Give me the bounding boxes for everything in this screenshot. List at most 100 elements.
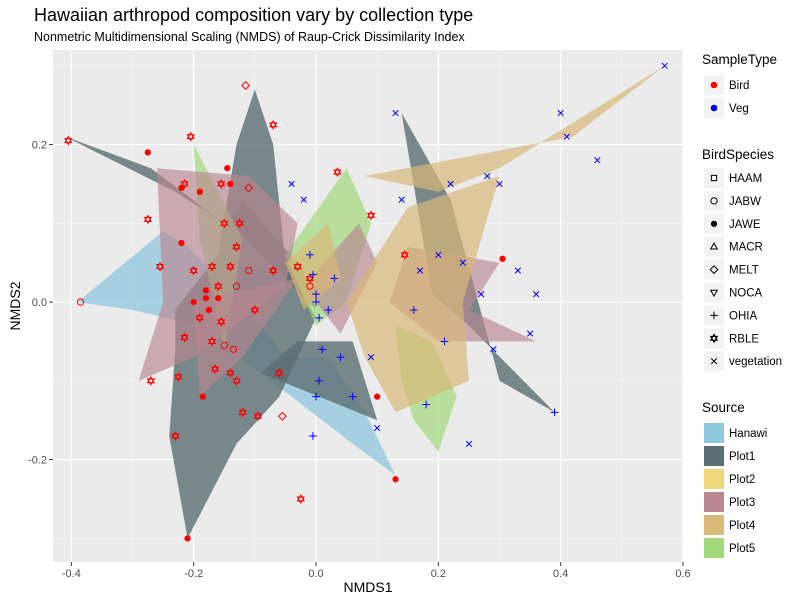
- point-bird-melt: [244, 183, 254, 193]
- legend-shape-noca: [709, 289, 719, 298]
- legend-fill-plot5: [704, 538, 724, 558]
- point-bird-jawe: [184, 535, 191, 542]
- legend-label-ohia: OHIA: [729, 310, 757, 322]
- point-veg-ohia: [324, 306, 333, 314]
- point-bird-rble: [207, 261, 217, 272]
- hull-plot3: [193, 278, 298, 397]
- point-veg-ohia: [315, 314, 323, 322]
- point-veg-vegetation: [398, 196, 405, 203]
- point-veg-ohia: [410, 306, 418, 314]
- x-tick-label: 0.0: [308, 568, 323, 580]
- legend-shape-melt: [709, 265, 719, 275]
- legend-label-plot3: Plot3: [729, 497, 755, 509]
- point-bird-melt: [241, 80, 251, 90]
- axes: -0.4 -0.2 0.0 0.2 0.4 0.6 -0.2 0.0 0.2: [28, 140, 691, 580]
- point-bird-rble: [333, 167, 342, 178]
- point-bird-jawe: [196, 188, 203, 195]
- point-veg-ohia: [312, 290, 320, 298]
- legend-key-macr: [704, 236, 724, 257]
- legend-title-source: Source: [702, 400, 745, 415]
- point-bird-rble: [220, 218, 229, 229]
- point-bird-rble: [180, 178, 189, 189]
- point-bird-rble: [366, 210, 376, 221]
- legend-label-haam: HAAM: [729, 173, 762, 185]
- chart-title: Hawaiian arthropod composition vary by c…: [34, 5, 474, 25]
- legend-fill-plot4: [704, 515, 724, 535]
- point-bird-jawe: [202, 287, 210, 294]
- legend-swatch-bird: [710, 81, 718, 89]
- point-bird-jawe: [374, 393, 381, 400]
- point-bird-rble: [253, 411, 263, 422]
- hull-plot3: [138, 168, 298, 381]
- point-bird-rble: [189, 265, 198, 276]
- point-veg-ohia: [318, 345, 326, 354]
- point-bird-rble: [232, 375, 241, 386]
- data-points: [64, 62, 668, 542]
- point-bird-rble: [64, 135, 73, 146]
- point-veg-vegetation: [465, 440, 473, 448]
- point-bird-jawe: [205, 306, 213, 314]
- point-veg-vegetation: [374, 424, 381, 432]
- point-bird-jabw: [220, 341, 228, 350]
- point-bird-rble: [226, 367, 235, 378]
- point-bird-rble: [235, 218, 244, 229]
- point-veg-ohia: [336, 353, 345, 361]
- hull-plot3: [303, 223, 378, 334]
- legend-swatch-veg: [710, 104, 718, 112]
- point-bird-jawe: [178, 239, 185, 247]
- point-bird-jawe: [202, 294, 210, 302]
- legend-shape-rble: [709, 333, 719, 344]
- y-tick-label: 0.2: [32, 140, 47, 152]
- point-bird-rble: [213, 281, 223, 292]
- legend-label-jabw: JABW: [729, 196, 761, 208]
- point-veg-vegetation: [288, 180, 295, 188]
- legend-label-melt: MELT: [729, 265, 759, 277]
- legend: SampleType Bird Veg BirdSpecies HAAM JABW JAWE…: [702, 52, 782, 558]
- point-bird-rble: [195, 312, 204, 323]
- legend-shape-jabw: [710, 197, 718, 205]
- legend-shape-macr: [709, 242, 719, 250]
- point-veg-ohia: [422, 400, 430, 409]
- point-bird-rble: [217, 178, 226, 189]
- x-tick-label: -0.4: [62, 568, 81, 580]
- y-axis-title: NMDS2: [7, 281, 23, 330]
- point-bird-jawe: [144, 149, 151, 156]
- point-bird-jabw: [306, 282, 314, 290]
- legend-title-sampletype: SampleType: [702, 52, 777, 67]
- point-veg-vegetation: [416, 267, 424, 274]
- point-bird-rble: [171, 430, 180, 441]
- legend-fill-plot1: [704, 446, 724, 466]
- point-veg-ohia: [306, 251, 314, 259]
- legend-fill-hanawi: [704, 423, 724, 443]
- point-veg-vegetation: [392, 109, 399, 117]
- point-veg-vegetation: [661, 62, 668, 69]
- x-tick-label: 0.2: [431, 568, 446, 580]
- point-bird-rble: [210, 364, 220, 375]
- y-tick-label: -0.2: [28, 455, 47, 467]
- legend-label-vegetation: vegetation: [729, 356, 782, 368]
- legend-label-plot1: Plot1: [729, 451, 755, 463]
- point-bird-rble: [250, 304, 259, 315]
- y-tick-label: 0.0: [32, 297, 47, 309]
- point-bird-jawe: [215, 294, 222, 302]
- point-veg-vegetation: [490, 346, 497, 353]
- legend-label-jawe: JAWE: [729, 219, 761, 231]
- point-bird-rble: [143, 214, 152, 225]
- legend-label-noca: NOCA: [729, 288, 763, 300]
- x-tick-label: 0.6: [675, 568, 690, 580]
- legend-shape-vegetation: [710, 358, 718, 365]
- point-bird-rble: [269, 119, 278, 130]
- point-bird-rble: [296, 493, 305, 504]
- legend-label-bird: Bird: [729, 80, 749, 92]
- legend-label-hanawi: Hanawi: [729, 428, 767, 440]
- point-veg-vegetation: [477, 291, 485, 298]
- point-bird-rble: [305, 273, 315, 284]
- point-bird-jabw: [229, 345, 238, 353]
- legend-shape-jawe: [710, 220, 718, 227]
- legend-fill-plot3: [704, 492, 724, 512]
- legend-shape-haam: [710, 174, 718, 182]
- point-bird-rble: [207, 336, 217, 347]
- legend-key-melt: [704, 259, 724, 280]
- point-bird-jawe: [227, 180, 234, 188]
